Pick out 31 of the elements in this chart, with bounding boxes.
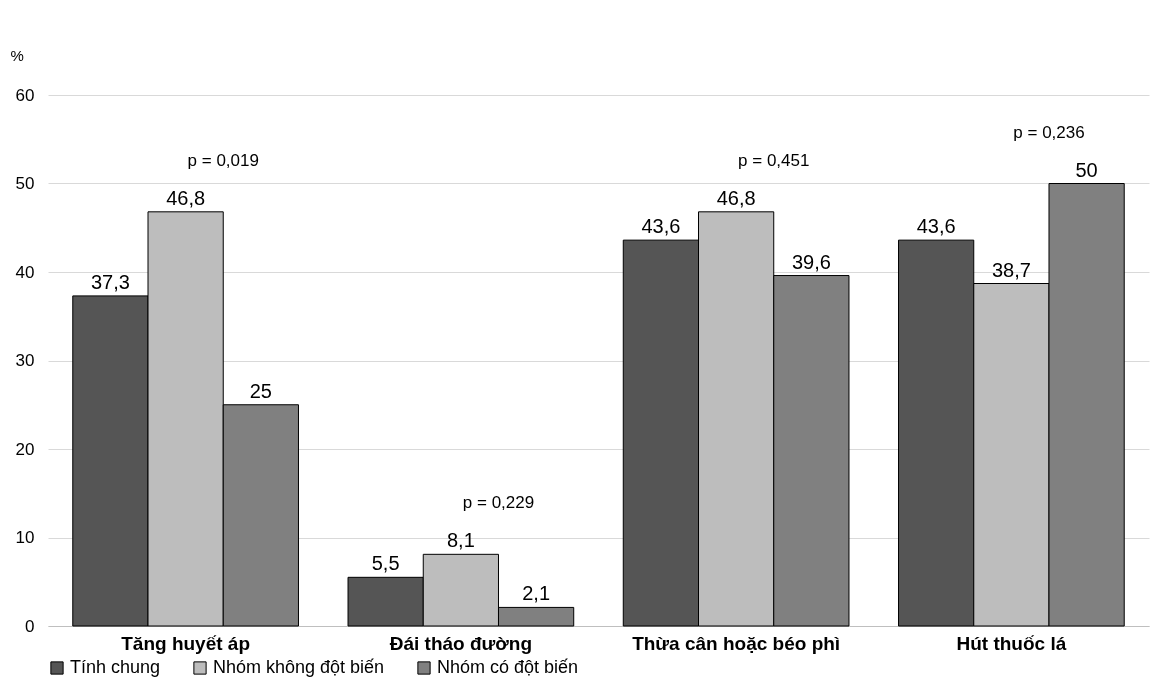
x-tick-label: Đái tháo đường bbox=[389, 632, 533, 654]
data-label: 5,5 bbox=[371, 552, 400, 575]
legend-label: Nhóm không đột biến bbox=[213, 657, 385, 677]
x-tick-label: Tăng huyết áp bbox=[121, 632, 251, 654]
data-label: 39,6 bbox=[791, 250, 831, 273]
data-label: 25 bbox=[249, 379, 272, 402]
y-tick-label: 0 bbox=[25, 616, 35, 636]
annotation: p = 0,229 bbox=[462, 493, 535, 513]
data-label: 46,8 bbox=[716, 186, 756, 209]
y-tick-label: 50 bbox=[15, 174, 35, 193]
x-tick-label: Hút thuốc lá bbox=[956, 632, 1067, 654]
y-tick-label: 30 bbox=[15, 351, 35, 370]
y-tick-label: 40 bbox=[15, 262, 35, 282]
data-label: 38,7 bbox=[991, 258, 1031, 281]
y-axis-title: % bbox=[10, 46, 24, 64]
y-tick-label: 20 bbox=[15, 439, 35, 459]
legend-label: Nhóm có đột biến bbox=[437, 657, 579, 677]
data-label: 43,6 bbox=[641, 215, 681, 238]
x-tick-label: Thừa cân hoặc béo phì bbox=[632, 632, 841, 654]
data-label: 8,1 bbox=[446, 529, 475, 552]
data-label: 50 bbox=[1075, 158, 1098, 181]
data-label: 2,1 bbox=[522, 582, 551, 605]
annotation: p = 0,451 bbox=[738, 150, 810, 170]
data-label: 46,8 bbox=[166, 186, 206, 209]
y-tick-label: 60 bbox=[15, 85, 35, 105]
data-label: 43,6 bbox=[916, 215, 956, 238]
legend-label: Tính chung bbox=[70, 657, 161, 677]
y-tick-label: 10 bbox=[15, 528, 35, 547]
annotation: p = 0,019 bbox=[187, 150, 259, 170]
data-label: 37,3 bbox=[90, 270, 130, 293]
annotation: p = 0,236 bbox=[1013, 122, 1085, 142]
